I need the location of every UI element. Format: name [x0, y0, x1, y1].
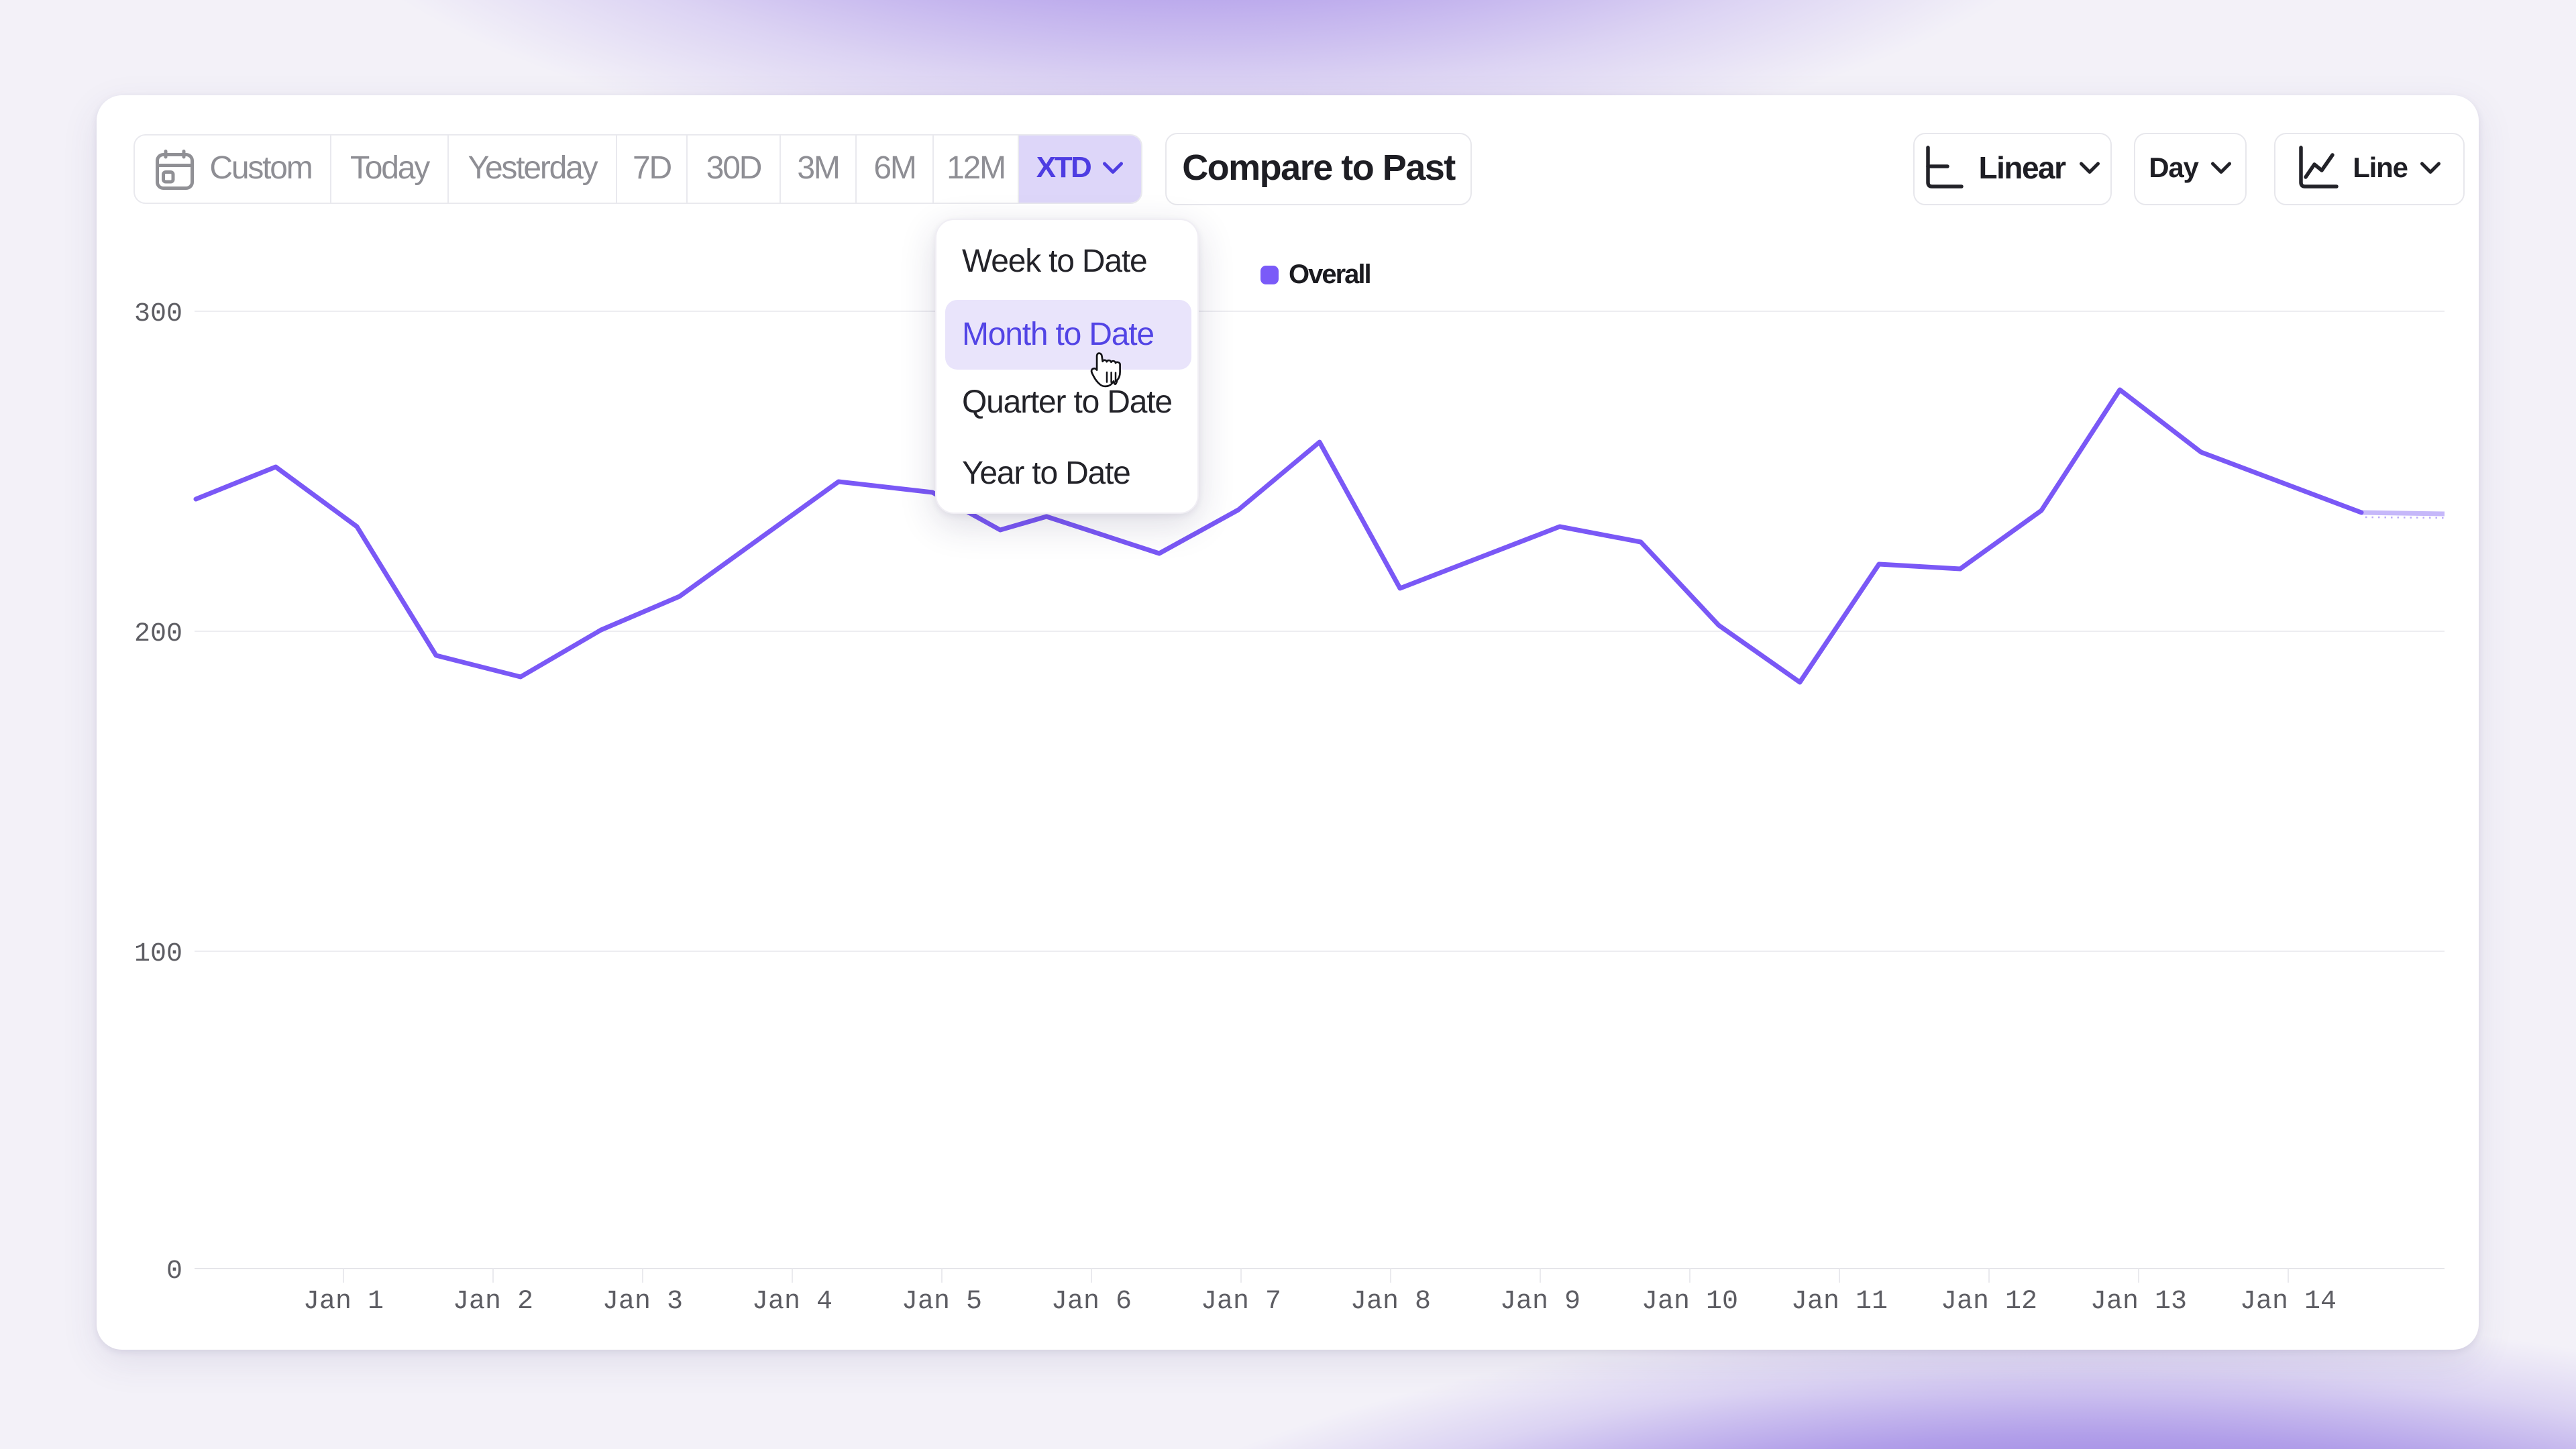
svg-text:Jan 7: Jan 7 — [1201, 1287, 1281, 1317]
svg-text:Jan 14: Jan 14 — [2240, 1287, 2337, 1317]
svg-text:Jan 13: Jan 13 — [2090, 1287, 2187, 1317]
svg-text:Jan 6: Jan 6 — [1051, 1287, 1132, 1317]
svg-text:300: 300 — [134, 299, 182, 329]
svg-text:0: 0 — [166, 1256, 182, 1287]
svg-text:Jan 3: Jan 3 — [602, 1287, 683, 1317]
svg-text:Jan 4: Jan 4 — [752, 1287, 833, 1317]
svg-text:Jan 8: Jan 8 — [1350, 1287, 1431, 1317]
svg-text:Jan 12: Jan 12 — [1941, 1287, 2037, 1317]
svg-text:Jan 9: Jan 9 — [1500, 1287, 1580, 1317]
svg-text:100: 100 — [134, 939, 182, 969]
svg-text:Jan 11: Jan 11 — [1791, 1287, 1888, 1317]
svg-text:Jan 5: Jan 5 — [902, 1287, 982, 1317]
svg-text:Jan 10: Jan 10 — [1642, 1287, 1738, 1317]
svg-text:200: 200 — [134, 619, 182, 649]
svg-text:Jan 2: Jan 2 — [453, 1287, 533, 1317]
svg-text:Jan 1: Jan 1 — [303, 1287, 384, 1317]
